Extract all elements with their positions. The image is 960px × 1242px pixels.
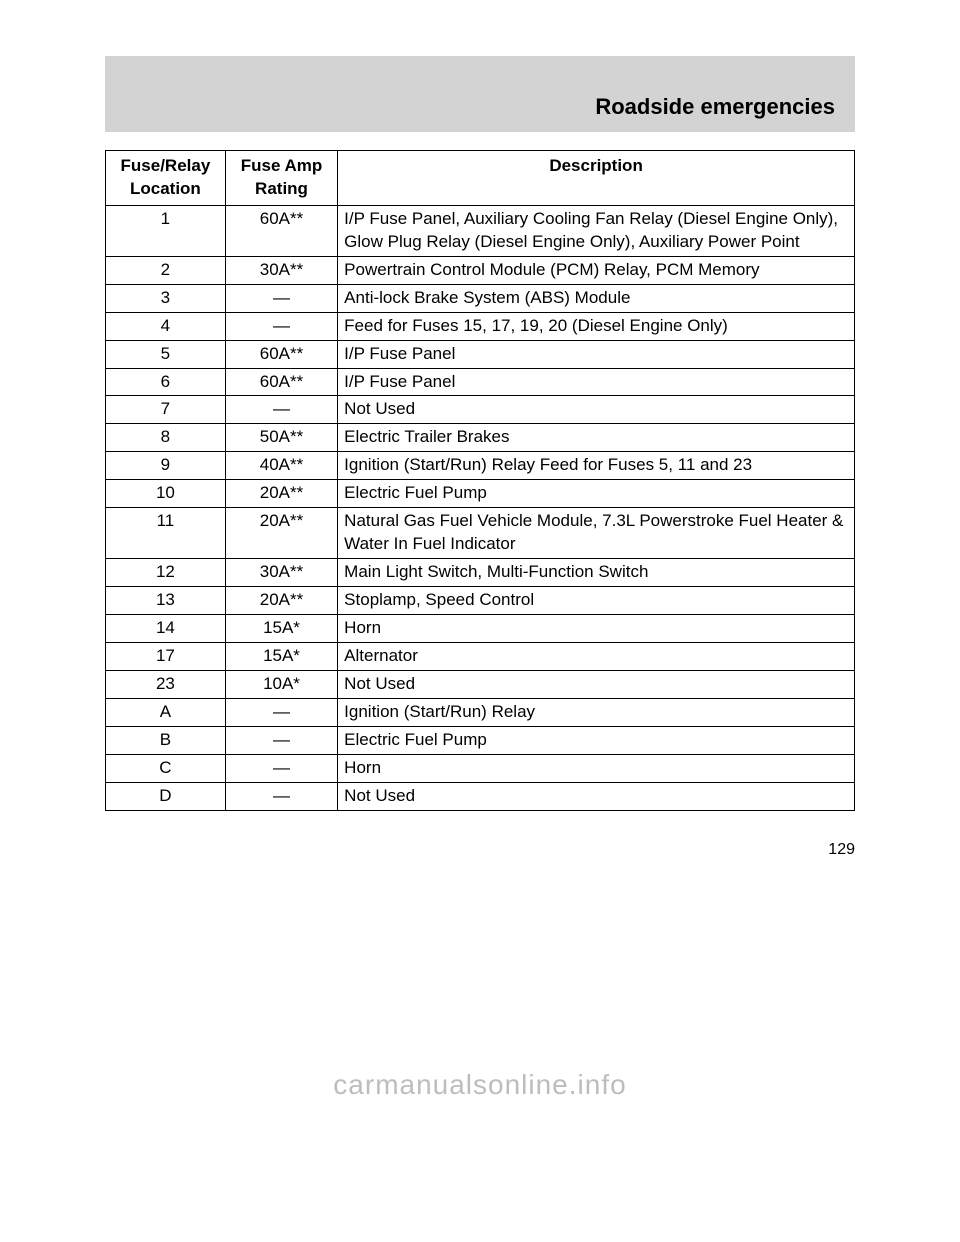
cell-location: 9 [106, 452, 226, 480]
table-row: B—Electric Fuel Pump [106, 726, 855, 754]
table-row: 1230A**Main Light Switch, Multi-Function… [106, 559, 855, 587]
cell-rating: 15A* [225, 642, 337, 670]
table-row: 7—Not Used [106, 396, 855, 424]
table-row: 1320A**Stoplamp, Speed Control [106, 587, 855, 615]
cell-rating: 30A** [225, 559, 337, 587]
cell-location: 7 [106, 396, 226, 424]
cell-description: Feed for Fuses 15, 17, 19, 20 (Diesel En… [338, 312, 855, 340]
table-header-row: Fuse/RelayLocation Fuse AmpRating Descri… [106, 151, 855, 206]
table-row: C—Horn [106, 754, 855, 782]
cell-description: Horn [338, 614, 855, 642]
table-row: 160A**I/P Fuse Panel, Auxiliary Cooling … [106, 205, 855, 256]
cell-description: I/P Fuse Panel [338, 368, 855, 396]
cell-location: 2 [106, 256, 226, 284]
table-row: A—Ignition (Start/Run) Relay [106, 698, 855, 726]
cell-rating: — [225, 698, 337, 726]
cell-rating: — [225, 396, 337, 424]
table-row: D—Not Used [106, 782, 855, 810]
cell-location: 1 [106, 205, 226, 256]
cell-location: 6 [106, 368, 226, 396]
cell-description: Powertrain Control Module (PCM) Relay, P… [338, 256, 855, 284]
cell-location: 23 [106, 670, 226, 698]
table-row: 3—Anti-lock Brake System (ABS) Module [106, 284, 855, 312]
cell-rating: 60A** [225, 340, 337, 368]
table-row: 560A**I/P Fuse Panel [106, 340, 855, 368]
cell-location: A [106, 698, 226, 726]
cell-rating: 60A** [225, 205, 337, 256]
cell-description: Not Used [338, 782, 855, 810]
col-header-rating: Fuse AmpRating [225, 151, 337, 206]
cell-description: Ignition (Start/Run) Relay Feed for Fuse… [338, 452, 855, 480]
cell-description: I/P Fuse Panel [338, 340, 855, 368]
cell-description: Main Light Switch, Multi-Function Switch [338, 559, 855, 587]
page-header: Roadside emergencies [105, 56, 855, 132]
table-row: 1120A**Natural Gas Fuel Vehicle Module, … [106, 508, 855, 559]
cell-rating: — [225, 754, 337, 782]
cell-location: C [106, 754, 226, 782]
cell-rating: — [225, 782, 337, 810]
table-row: 850A**Electric Trailer Brakes [106, 424, 855, 452]
cell-location: 11 [106, 508, 226, 559]
cell-description: Ignition (Start/Run) Relay [338, 698, 855, 726]
cell-rating: 20A** [225, 587, 337, 615]
cell-rating: 20A** [225, 480, 337, 508]
cell-location: 14 [106, 614, 226, 642]
cell-rating: — [225, 726, 337, 754]
cell-location: D [106, 782, 226, 810]
col-header-location: Fuse/RelayLocation [106, 151, 226, 206]
page-title: Roadside emergencies [595, 94, 835, 119]
cell-rating: 60A** [225, 368, 337, 396]
watermark: carmanualsonline.info [0, 1069, 960, 1101]
cell-location: 4 [106, 312, 226, 340]
cell-description: Not Used [338, 396, 855, 424]
cell-description: Electric Fuel Pump [338, 480, 855, 508]
cell-location: 10 [106, 480, 226, 508]
cell-rating: 10A* [225, 670, 337, 698]
table-row: 1715A*Alternator [106, 642, 855, 670]
table-row: 2310A*Not Used [106, 670, 855, 698]
cell-rating: 20A** [225, 508, 337, 559]
cell-rating: — [225, 284, 337, 312]
cell-location: 17 [106, 642, 226, 670]
cell-location: 3 [106, 284, 226, 312]
table-row: 4—Feed for Fuses 15, 17, 19, 20 (Diesel … [106, 312, 855, 340]
cell-rating: — [225, 312, 337, 340]
cell-description: Electric Fuel Pump [338, 726, 855, 754]
table-row: 940A**Ignition (Start/Run) Relay Feed fo… [106, 452, 855, 480]
cell-location: 5 [106, 340, 226, 368]
cell-rating: 40A** [225, 452, 337, 480]
page: Roadside emergencies Fuse/RelayLocation … [0, 0, 960, 899]
cell-location: 13 [106, 587, 226, 615]
cell-description: Stoplamp, Speed Control [338, 587, 855, 615]
cell-rating: 30A** [225, 256, 337, 284]
col-header-description: Description [338, 151, 855, 206]
cell-description: Natural Gas Fuel Vehicle Module, 7.3L Po… [338, 508, 855, 559]
cell-rating: 15A* [225, 614, 337, 642]
page-number: 129 [105, 841, 855, 859]
table-row: 1415A*Horn [106, 614, 855, 642]
cell-location: 12 [106, 559, 226, 587]
cell-description: Horn [338, 754, 855, 782]
table-row: 660A**I/P Fuse Panel [106, 368, 855, 396]
cell-description: I/P Fuse Panel, Auxiliary Cooling Fan Re… [338, 205, 855, 256]
fuse-table: Fuse/RelayLocation Fuse AmpRating Descri… [105, 150, 855, 811]
cell-location: 8 [106, 424, 226, 452]
cell-description: Alternator [338, 642, 855, 670]
table-row: 1020A**Electric Fuel Pump [106, 480, 855, 508]
table-row: 230A**Powertrain Control Module (PCM) Re… [106, 256, 855, 284]
cell-location: B [106, 726, 226, 754]
cell-rating: 50A** [225, 424, 337, 452]
cell-description: Not Used [338, 670, 855, 698]
cell-description: Anti-lock Brake System (ABS) Module [338, 284, 855, 312]
cell-description: Electric Trailer Brakes [338, 424, 855, 452]
